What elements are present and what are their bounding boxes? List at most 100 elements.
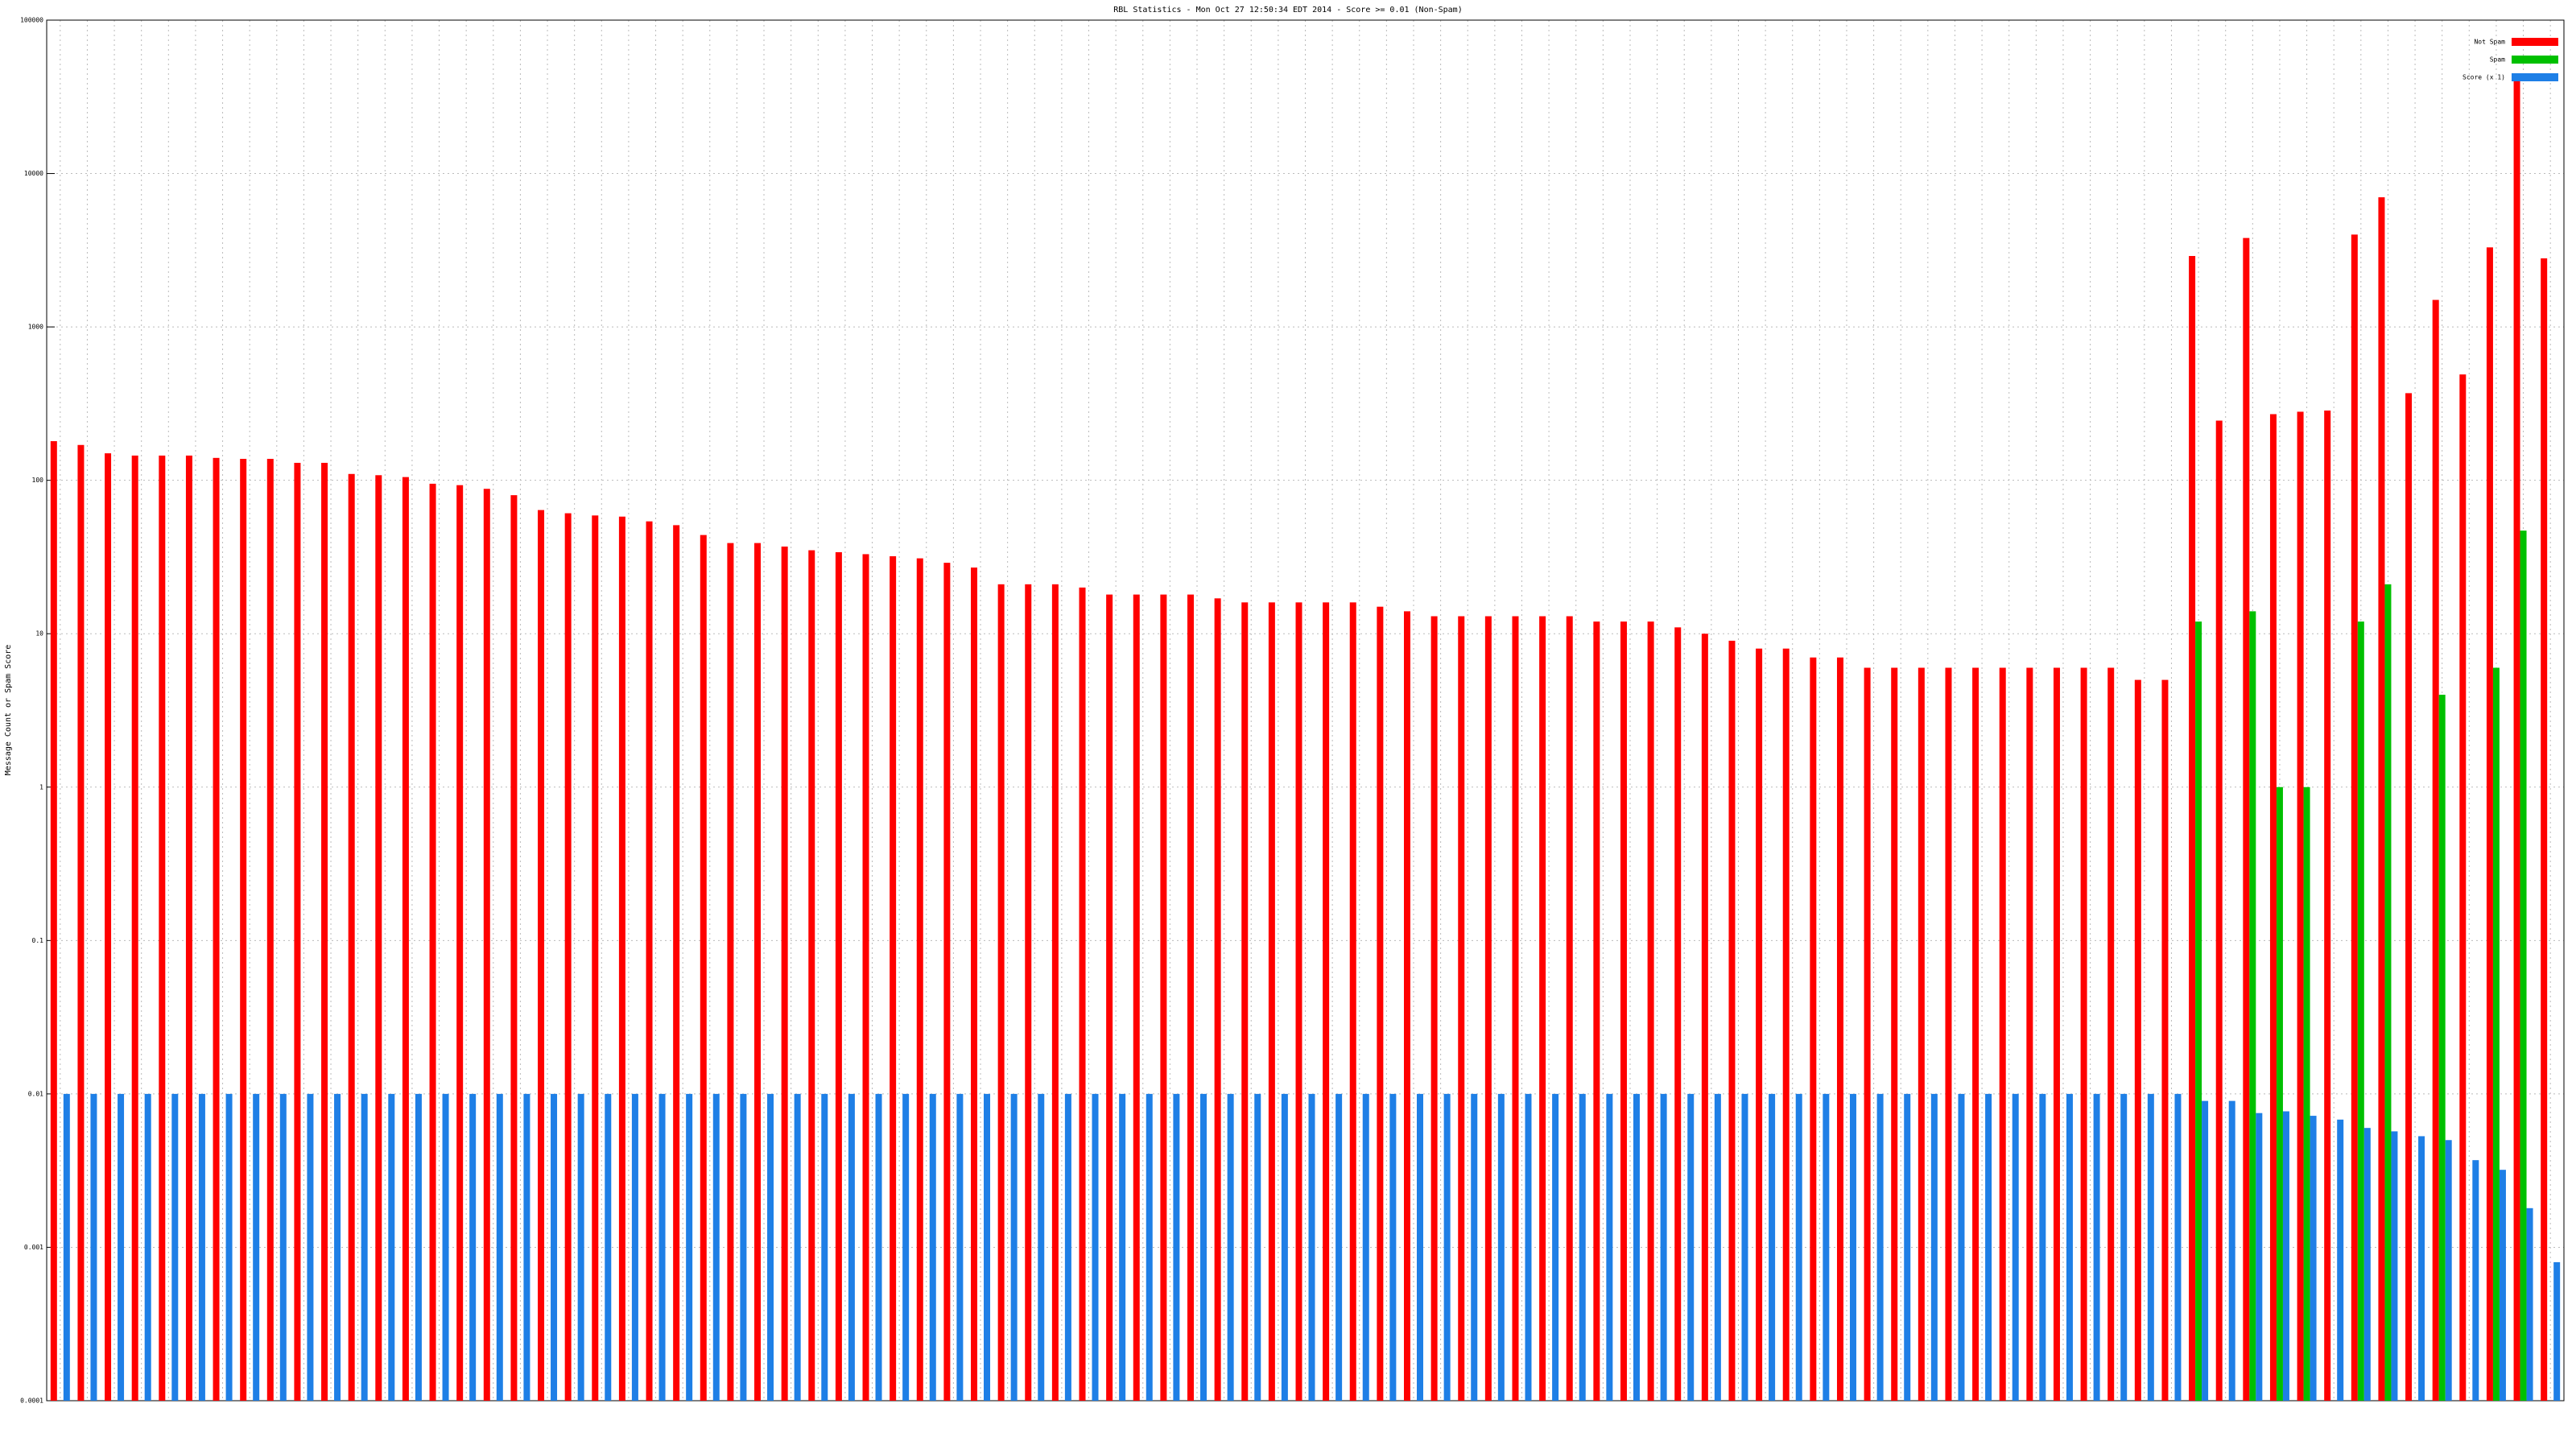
bar [2297,411,2304,1401]
bar [1972,667,1979,1401]
bar [1930,1093,1938,1401]
bar [77,444,85,1401]
bar [2269,414,2277,1401]
bar [902,1093,910,1401]
bar [1092,1093,1099,1401]
bar [1010,1093,1018,1401]
bar [240,459,247,1401]
bar [2026,667,2033,1401]
bar [2282,1111,2289,1401]
bar [686,1093,693,1401]
bar [307,1093,314,1401]
bar [523,1093,530,1401]
bar [767,1093,774,1401]
bar [402,477,409,1401]
bar [171,1093,179,1401]
bar [2202,1100,2209,1401]
bar [646,521,653,1401]
bar [2120,1093,2128,1401]
bar [429,483,436,1401]
bar [1810,657,1817,1401]
legend-label: Not Spam [2474,39,2505,46]
bar [1864,667,1871,1401]
bar [2391,1131,2398,1401]
bar [2357,621,2364,1401]
bar [2161,679,2169,1401]
bar [943,563,951,1401]
bar [1918,667,1925,1401]
bar [1146,1093,1153,1401]
bar [754,543,762,1401]
bar [564,513,572,1401]
bar [1904,1093,1911,1401]
bar [2134,679,2141,1401]
bar [2243,237,2250,1401]
bar [2459,374,2467,1401]
bar [631,1093,638,1401]
bar [2486,247,2493,1401]
bar [1133,594,1140,1401]
bar [2303,786,2310,1401]
bar [225,1093,233,1401]
bar [875,1093,882,1401]
bar [929,1093,936,1401]
bar [2189,255,2196,1402]
bar [1254,1093,1261,1401]
bar [1823,1093,1830,1401]
bar [2418,1136,2425,1401]
bar [321,462,328,1401]
bar [1512,616,1519,1401]
bar [551,1093,558,1401]
bar [2492,667,2500,1401]
bar [1741,1093,1748,1401]
bar [1079,587,1086,1401]
bar [2174,1093,2182,1401]
legend-swatch [2512,38,2558,46]
bar [808,550,815,1401]
bar [1335,1093,1343,1401]
bar [1876,1093,1884,1401]
bar [862,554,869,1401]
bar [2432,299,2439,1402]
bar [1038,1093,1045,1401]
bar [1714,1093,1721,1401]
y-tick-label: 10000 [24,170,43,177]
bar [1416,1093,1423,1401]
plot-frame [46,19,2565,1402]
bar [375,475,382,1401]
bar [794,1093,801,1401]
bar [618,516,625,1401]
bar [1051,584,1059,1401]
bar [956,1093,964,1401]
bar [1308,1093,1315,1401]
bar [2438,695,2446,1401]
bar [890,555,897,1401]
bar [2249,611,2256,1401]
bar [1769,1093,1776,1401]
bar [740,1093,747,1401]
bar [1119,1093,1126,1401]
bar [105,453,112,1401]
bar [1323,602,1330,1401]
bar [1362,1093,1369,1401]
bar [2324,410,2331,1402]
bar [1377,606,1384,1401]
y-tick-label: 1 [39,783,43,791]
bar [1728,640,1736,1401]
legend-swatch [2512,56,2558,64]
bar [131,455,138,1401]
bar [538,510,545,1402]
bar [2039,1093,2046,1401]
bar [1687,1093,1695,1401]
bar [388,1093,395,1401]
bar [294,462,301,1401]
bar [1403,611,1410,1401]
bar [469,1093,477,1401]
bar [781,546,788,1401]
bar [213,457,220,1401]
y-tick-label: 0.01 [28,1090,43,1097]
bar [2384,584,2392,1401]
bar [496,1093,503,1401]
bar [1173,1093,1180,1401]
